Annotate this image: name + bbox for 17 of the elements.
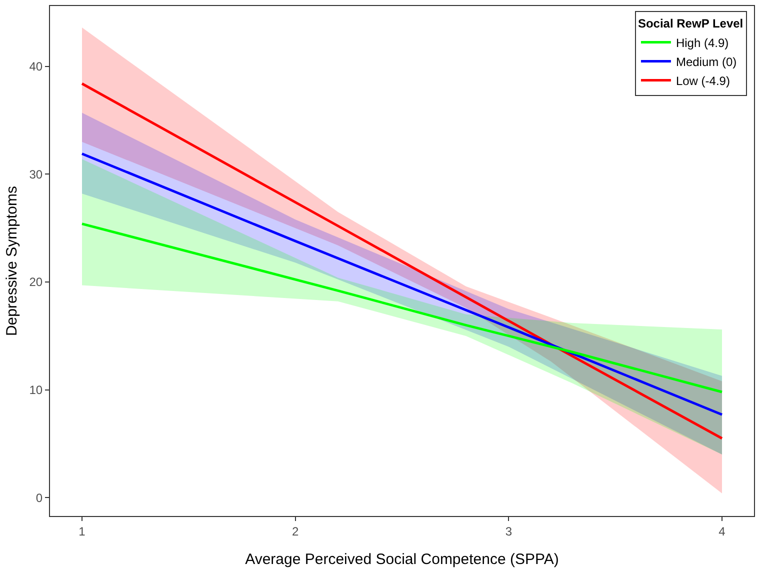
x-tick-label: 2 [292, 524, 299, 538]
line-series [80, 152, 724, 416]
y-tick-label: 10 [29, 383, 43, 398]
legend-label: Medium (0) [676, 54, 737, 69]
x-tick-label: 1 [78, 524, 86, 538]
legend-title: Social RewP Level [638, 16, 744, 31]
y-tick-label: 30 [29, 167, 43, 182]
y-tick-label: 0 [36, 490, 43, 505]
x-tick-label: 4 [718, 524, 726, 538]
x-tick-label: 3 [505, 524, 512, 538]
legend-label: Low (-4.9) [676, 74, 730, 88]
y-tick-label: 20 [29, 275, 43, 290]
y-tick-label: 40 [29, 60, 43, 74]
legend-label: High (4.9) [676, 36, 729, 50]
y-axis-title: Depressive Symptoms [3, 186, 20, 336]
line-series [80, 222, 724, 394]
x-axis-title: Average Perceived Social Competence (SPPA) [245, 551, 559, 568]
